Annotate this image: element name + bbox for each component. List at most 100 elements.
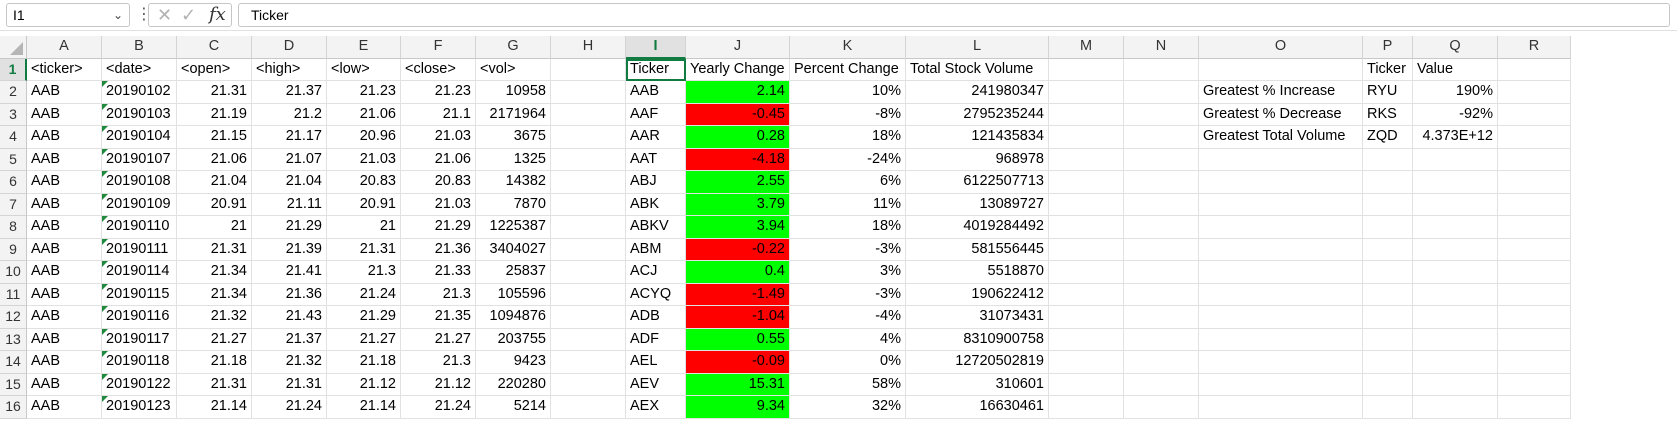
cell-C12[interactable]: 21.32 [177,306,252,329]
cell-Q14[interactable] [1413,351,1498,374]
cell-K11[interactable]: -3% [790,283,906,306]
cell-K10[interactable]: 3% [790,261,906,284]
cell-H1[interactable] [551,58,626,81]
cell-L2[interactable]: 241980347 [906,81,1049,104]
cell-L12[interactable]: 31073431 [906,306,1049,329]
column-header-K[interactable]: K [790,36,906,59]
cell-N5[interactable] [1124,148,1199,171]
cell-Q13[interactable] [1413,328,1498,351]
cell-G15[interactable]: 220280 [476,373,551,396]
column-header-C[interactable]: C [177,36,252,59]
cell-F15[interactable]: 21.12 [401,373,476,396]
checkmark-icon[interactable]: ✓ [181,5,197,25]
cell-D1[interactable]: <high> [252,58,327,81]
cell-D16[interactable]: 21.24 [252,396,327,419]
cell-P12[interactable] [1363,306,1413,329]
cell-G1[interactable]: <vol> [476,58,551,81]
cell-H12[interactable] [551,306,626,329]
cell-G12[interactable]: 1094876 [476,306,551,329]
cell-O13[interactable] [1199,328,1363,351]
cell-G13[interactable]: 203755 [476,328,551,351]
cell-G8[interactable]: 1225387 [476,216,551,239]
cell-F10[interactable]: 21.33 [401,261,476,284]
column-header-Q[interactable]: Q [1413,36,1498,59]
cell-C6[interactable]: 21.04 [177,171,252,194]
cell-N13[interactable] [1124,328,1199,351]
cell-L7[interactable]: 13089727 [906,193,1049,216]
cell-P7[interactable] [1363,193,1413,216]
cell-D14[interactable]: 21.32 [252,351,327,374]
cell-E16[interactable]: 21.14 [327,396,401,419]
cell-K16[interactable]: 32% [790,396,906,419]
cell-O12[interactable] [1199,306,1363,329]
cell-R6[interactable] [1498,171,1571,194]
cell-J7[interactable]: 3.79 [686,193,790,216]
cell-K1[interactable]: Percent Change [790,58,906,81]
cell-B9[interactable]: 20190111 [102,238,177,261]
select-all-button[interactable] [0,36,27,59]
cell-C1[interactable]: <open> [177,58,252,81]
cell-A1[interactable]: <ticker> [27,58,102,81]
formula-input[interactable]: Ticker [238,3,1670,27]
cell-H2[interactable] [551,81,626,104]
row-header[interactable]: 10 [0,261,27,284]
cell-O16[interactable] [1199,396,1363,419]
row-header[interactable]: 8 [0,216,27,239]
cell-D9[interactable]: 21.39 [252,238,327,261]
cell-C7[interactable]: 20.91 [177,193,252,216]
cell-P14[interactable] [1363,351,1413,374]
cell-P4[interactable]: ZQD [1363,126,1413,149]
cell-E7[interactable]: 20.91 [327,193,401,216]
cell-C8[interactable]: 21 [177,216,252,239]
cell-A15[interactable]: AAB [27,373,102,396]
cell-E2[interactable]: 21.23 [327,81,401,104]
cell-R15[interactable] [1498,373,1571,396]
x-icon[interactable]: ✕ [157,5,173,25]
cell-P9[interactable] [1363,238,1413,261]
cell-L13[interactable]: 8310900758 [906,328,1049,351]
cell-J5[interactable]: -4.18 [686,148,790,171]
cell-H11[interactable] [551,283,626,306]
cell-O6[interactable] [1199,171,1363,194]
cell-D4[interactable]: 21.17 [252,126,327,149]
cell-M11[interactable] [1049,283,1124,306]
cell-O8[interactable] [1199,216,1363,239]
cell-A12[interactable]: AAB [27,306,102,329]
cell-J16[interactable]: 9.34 [686,396,790,419]
cell-L5[interactable]: 968978 [906,148,1049,171]
cell-G10[interactable]: 25837 [476,261,551,284]
cell-N6[interactable] [1124,171,1199,194]
cell-R7[interactable] [1498,193,1571,216]
cell-D3[interactable]: 21.2 [252,103,327,126]
cell-A10[interactable]: AAB [27,261,102,284]
cell-J8[interactable]: 3.94 [686,216,790,239]
cell-H6[interactable] [551,171,626,194]
fx-icon[interactable]: fx [209,4,226,25]
row-header[interactable]: 11 [0,283,27,306]
column-header-J[interactable]: J [686,36,790,59]
cell-C13[interactable]: 21.27 [177,328,252,351]
cell-C15[interactable]: 21.31 [177,373,252,396]
cell-C9[interactable]: 21.31 [177,238,252,261]
cell-J9[interactable]: -0.22 [686,238,790,261]
column-header-O[interactable]: O [1199,36,1363,59]
cell-B10[interactable]: 20190114 [102,261,177,284]
cell-M15[interactable] [1049,373,1124,396]
cell-B4[interactable]: 20190104 [102,126,177,149]
row-header[interactable]: 5 [0,148,27,171]
cell-R16[interactable] [1498,396,1571,419]
row-header[interactable]: 12 [0,306,27,329]
cell-J13[interactable]: 0.55 [686,328,790,351]
row-header[interactable]: 15 [0,373,27,396]
cell-J15[interactable]: 15.31 [686,373,790,396]
cell-L15[interactable]: 310601 [906,373,1049,396]
cell-B3[interactable]: 20190103 [102,103,177,126]
cell-N16[interactable] [1124,396,1199,419]
cell-H7[interactable] [551,193,626,216]
column-header-D[interactable]: D [252,36,327,59]
cell-K5[interactable]: -24% [790,148,906,171]
cell-P10[interactable] [1363,261,1413,284]
cell-G5[interactable]: 1325 [476,148,551,171]
cell-E15[interactable]: 21.12 [327,373,401,396]
cell-H5[interactable] [551,148,626,171]
